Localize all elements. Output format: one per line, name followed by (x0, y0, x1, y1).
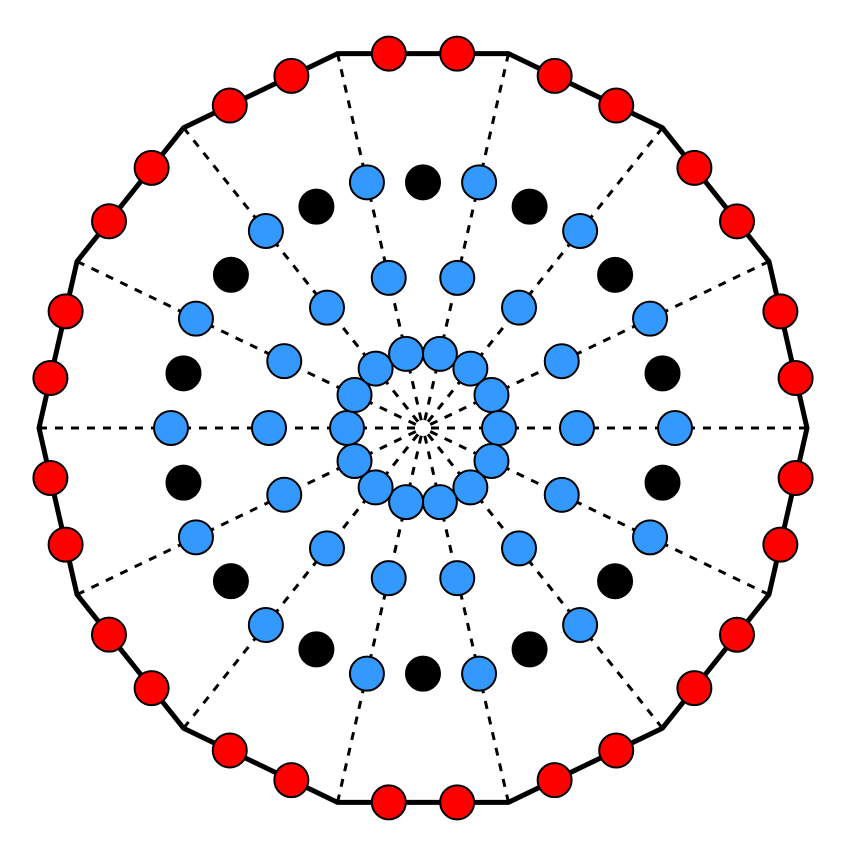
node-midgap (646, 466, 680, 500)
node-inner (453, 470, 487, 504)
node-mid (462, 657, 496, 691)
node-mid (179, 302, 213, 336)
node-outer (538, 763, 572, 797)
node-in (545, 478, 579, 512)
node-outer (599, 733, 633, 767)
node-in (252, 411, 286, 445)
node-in (310, 291, 344, 325)
node-mid (154, 411, 188, 445)
node-outer (763, 294, 797, 328)
node-outer (213, 733, 247, 767)
node-midgap (299, 632, 333, 666)
node-mid (658, 411, 692, 445)
node-outer (135, 671, 169, 705)
node-outer (538, 59, 572, 93)
node-mid (563, 608, 597, 642)
spoke-line (423, 261, 769, 428)
node-outer (274, 59, 308, 93)
node-in (310, 531, 344, 565)
node-outer (440, 37, 474, 71)
node-midgap (406, 657, 440, 691)
node-outer (274, 763, 308, 797)
node-mid (249, 608, 283, 642)
node-midgap (513, 632, 547, 666)
node-mid (633, 520, 667, 554)
node-in (372, 561, 406, 595)
node-mid (633, 302, 667, 336)
node-mid (462, 165, 496, 199)
node-midgap (406, 165, 440, 199)
node-mid (563, 214, 597, 248)
node-inner (330, 411, 364, 445)
node-outer (33, 361, 67, 395)
node-in (502, 291, 536, 325)
node-midgap (646, 356, 680, 390)
node-inner (389, 485, 423, 519)
node-outer (440, 785, 474, 819)
node-in (372, 261, 406, 295)
node-in (440, 261, 474, 295)
node-midgap (166, 356, 200, 390)
node-inner (474, 378, 508, 412)
node-outer (677, 671, 711, 705)
node-outer (92, 204, 126, 238)
node-outer (213, 89, 247, 123)
node-outer (49, 528, 83, 562)
node-in (560, 411, 594, 445)
node-inner (482, 411, 516, 445)
node-mid (350, 165, 384, 199)
node-midgap (166, 466, 200, 500)
node-outer (779, 461, 813, 495)
node-outer (599, 89, 633, 123)
node-inner (423, 485, 457, 519)
node-midgap (598, 564, 632, 598)
node-in (267, 344, 301, 378)
node-in (267, 478, 301, 512)
node-in (440, 561, 474, 595)
node-in (545, 344, 579, 378)
node-outer (720, 618, 754, 652)
node-midgap (513, 190, 547, 224)
node-inner (389, 337, 423, 371)
node-midgap (214, 258, 248, 292)
node-outer (135, 151, 169, 185)
node-inner (359, 352, 393, 386)
polygon-diagram (0, 0, 846, 860)
node-outer (33, 461, 67, 495)
node-inner (338, 444, 372, 478)
spoke-line (77, 428, 423, 595)
node-in (502, 531, 536, 565)
node-mid (249, 214, 283, 248)
node-outer (49, 294, 83, 328)
node-outer (92, 618, 126, 652)
node-outer (677, 151, 711, 185)
node-midgap (299, 190, 333, 224)
node-midgap (214, 564, 248, 598)
node-inner (423, 337, 457, 371)
node-midgap (598, 258, 632, 292)
node-outer (372, 785, 406, 819)
node-outer (763, 528, 797, 562)
spoke-line (423, 428, 769, 595)
node-mid (350, 657, 384, 691)
node-outer (720, 204, 754, 238)
node-outer (779, 361, 813, 395)
node-outer (372, 37, 406, 71)
node-mid (179, 520, 213, 554)
spoke-line (77, 261, 423, 428)
